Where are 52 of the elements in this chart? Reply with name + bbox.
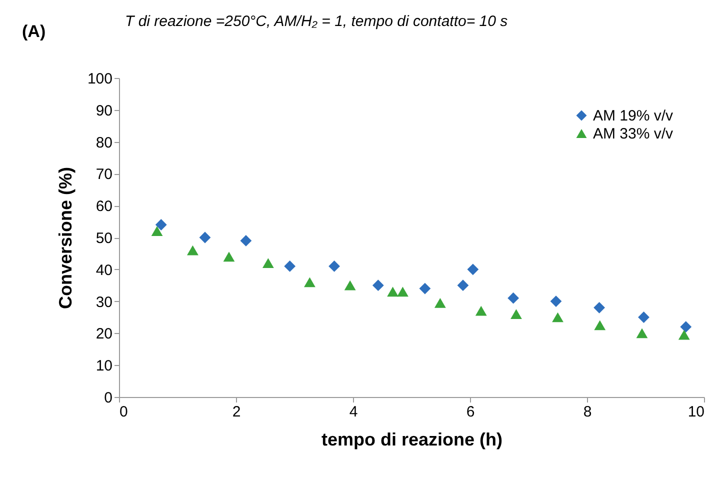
point xyxy=(199,232,211,244)
x-axis-title: tempo di reazione (h) xyxy=(321,430,503,450)
legend-label: AM 33% v/v xyxy=(593,126,674,142)
point xyxy=(397,286,408,297)
point xyxy=(187,245,198,256)
y-tick-label: 30 xyxy=(96,294,112,311)
y-tick-label: 20 xyxy=(96,326,112,343)
text: (A) xyxy=(22,22,46,41)
point xyxy=(508,292,519,304)
point xyxy=(636,328,648,338)
point xyxy=(434,298,446,308)
point xyxy=(550,296,562,307)
point xyxy=(151,226,163,236)
point xyxy=(328,260,340,272)
y-tick-label: 90 xyxy=(96,102,112,120)
point xyxy=(594,320,606,330)
y-axis-title: Conversione (%) xyxy=(55,166,76,310)
y-tick-label: 50 xyxy=(96,230,112,247)
point xyxy=(155,219,167,230)
x-tick-label: 4 xyxy=(349,404,358,420)
point xyxy=(419,282,431,294)
point xyxy=(262,258,274,268)
y-tick-label: 80 xyxy=(96,134,112,152)
point xyxy=(467,264,479,276)
x-tick-label: 0 xyxy=(120,404,128,420)
point xyxy=(510,309,522,319)
y-tick-label: 100 xyxy=(87,70,112,88)
y-tick-label: 0 xyxy=(104,390,112,406)
point xyxy=(680,321,692,333)
chart-title: T di reazione =250°C, AM/H₂ = 1, tempo di contatto= 10 s xyxy=(125,13,508,30)
point xyxy=(387,286,398,297)
x-tick-label: 8 xyxy=(583,404,592,420)
point xyxy=(223,252,235,262)
point xyxy=(344,280,356,290)
legend-label: AM 19% v/v xyxy=(593,108,674,124)
point xyxy=(457,280,469,292)
point xyxy=(304,277,316,288)
y-tick-label: 60 xyxy=(96,198,112,216)
point xyxy=(284,260,296,272)
x-tick-label: 6 xyxy=(466,404,475,420)
point xyxy=(552,312,564,322)
point xyxy=(475,306,487,316)
point xyxy=(372,280,384,292)
point xyxy=(240,234,252,246)
y-tick-label: 70 xyxy=(96,166,112,184)
point xyxy=(638,312,650,323)
point xyxy=(678,330,690,340)
x-tick-label: 10 xyxy=(688,404,704,420)
y-tick-label: 10 xyxy=(96,358,112,375)
y-tick-label: 40 xyxy=(96,262,112,279)
point xyxy=(594,302,605,314)
x-tick-label: 2 xyxy=(232,404,241,420)
